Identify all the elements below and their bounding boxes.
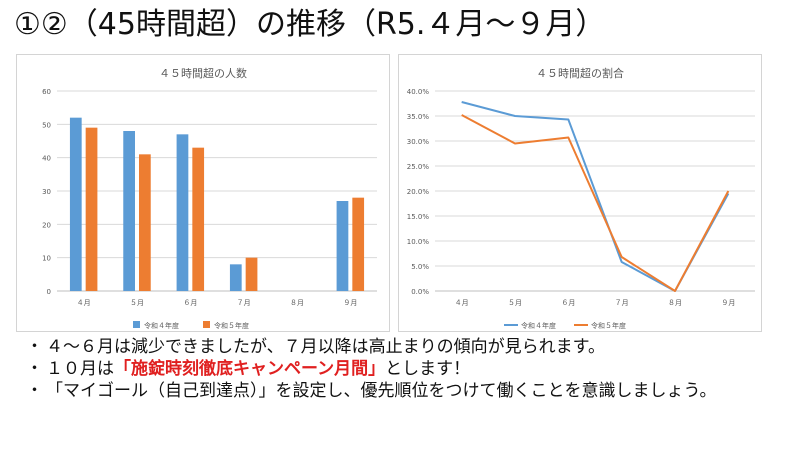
y-tick-label: 0.0% (411, 288, 429, 296)
y-tick-label: 30.0% (407, 138, 430, 146)
bar-series-1 (229, 264, 242, 291)
x-tick-label: ６月 (183, 299, 197, 307)
bullet-text-pre: ４～６月は減少できましたが、７月以降は高止まりの傾向が見られます。 (46, 337, 605, 357)
bar-chart-panel: ４５時間超の人数 0 10 20 30 40 50 60 ４月 ５月 ６月 ７月 ８月 ９月令和４年度 令和… (16, 54, 390, 332)
legend-label: 令和５年度 (214, 321, 249, 330)
bar-series-1 (336, 201, 349, 291)
y-tick-label: 15.0% (407, 213, 430, 221)
bullet-text: 「マイゴール（自己到達点）」を設定し、優先順位をつけて働くことを意識しましょう。 (46, 380, 786, 402)
x-tick-label: ４月 (455, 299, 469, 307)
legend-label: 令和４年度 (144, 321, 179, 330)
bullet-text-pre: １０月は (46, 359, 114, 379)
y-tick-label: 10.0% (407, 238, 430, 246)
y-tick-label: 20.0% (407, 188, 430, 196)
slide-title: ①②（45時間超）の推移（R5.４月～９月） (14, 7, 606, 42)
chart-title: ４５時間超の割合 (536, 66, 624, 80)
y-tick-label: 35.0% (407, 113, 430, 121)
x-tick-label: ６月 (561, 299, 575, 307)
y-tick-label: 30 (42, 188, 51, 196)
bullet-marker: ・ (26, 359, 43, 379)
bullet-text-pre: 「マイゴール（自己到達点）」を設定し、優先順位をつけて働くことを意識しましょう。 (46, 381, 717, 401)
chart-title: ４５時間超の人数 (159, 66, 247, 80)
bar-series-2 (139, 154, 151, 291)
bullet-text-post: とします！ (385, 359, 471, 379)
y-tick-label: 20 (42, 221, 51, 229)
y-tick-label: 25.0% (407, 163, 430, 171)
x-tick-label: ８月 (290, 299, 304, 307)
y-tick-label: 5.0% (411, 263, 429, 271)
y-tick-label: 40 (42, 155, 51, 163)
bullet-marker: ・ (26, 337, 43, 357)
y-tick-label: 10 (42, 255, 51, 263)
bullet-marker: ・ (26, 381, 43, 401)
bullet-text: １０月は「施錠時刻徹底キャンペーン月間」とします！ (46, 358, 786, 380)
legend-swatch (133, 321, 140, 328)
x-tick-label: ７月 (237, 299, 251, 307)
legend-label: 令和５年度 (591, 321, 626, 330)
legend-label: 令和４年度 (521, 321, 556, 330)
bullet-text: ４～６月は減少できましたが、７月以降は高止まりの傾向が見られます。 (46, 336, 786, 358)
bullet-item: ・ １０月は「施錠時刻徹底キャンペーン月間」とします！ (26, 358, 786, 380)
line-chart-panel: ４５時間超の割合 0.0% 5.0% 10.0% 15.0% 20.0% 25.0% 30.0… (398, 54, 762, 332)
x-tick-label: ８月 (668, 299, 682, 307)
bar-series-2 (85, 127, 98, 292)
legend-swatch (203, 321, 210, 328)
series-line-2 (461, 114, 730, 292)
x-tick-label: ４月 (77, 299, 91, 307)
y-tick-label: 50 (42, 121, 51, 129)
y-tick-label: 60 (42, 88, 51, 96)
x-tick-label: ７月 (615, 299, 629, 307)
x-tick-label: ５月 (130, 299, 144, 307)
bar-series-2 (352, 197, 365, 291)
x-tick-label: ５月 (508, 299, 522, 307)
x-tick-label: ９月 (721, 299, 735, 307)
y-tick-label: 40.0% (407, 88, 430, 96)
y-tick-label: 0 (47, 288, 51, 296)
line-chart: ４５時間超の割合 0.0% 5.0% 10.0% 15.0% 20.0% 25.0% 30.0… (407, 66, 755, 330)
bar-series-1 (176, 134, 189, 291)
bar-series-2 (245, 257, 258, 291)
bullet-item: ・ 「マイゴール（自己到達点）」を設定し、優先順位をつけて働くことを意識しましょ… (26, 380, 786, 402)
campaign-highlight: 「施錠時刻徹底キャンペーン月間」 (114, 359, 386, 379)
x-tick-label: ９月 (343, 299, 357, 307)
bar-series-2 (192, 147, 205, 291)
bar-series-1 (69, 117, 82, 291)
bullet-list: ・ ４～６月は減少できましたが、７月以降は高止まりの傾向が見られます。 ・ １０… (26, 336, 786, 402)
bullet-item: ・ ４～６月は減少できましたが、７月以降は高止まりの傾向が見られます。 (26, 336, 786, 358)
bar-series-1 (123, 131, 135, 291)
